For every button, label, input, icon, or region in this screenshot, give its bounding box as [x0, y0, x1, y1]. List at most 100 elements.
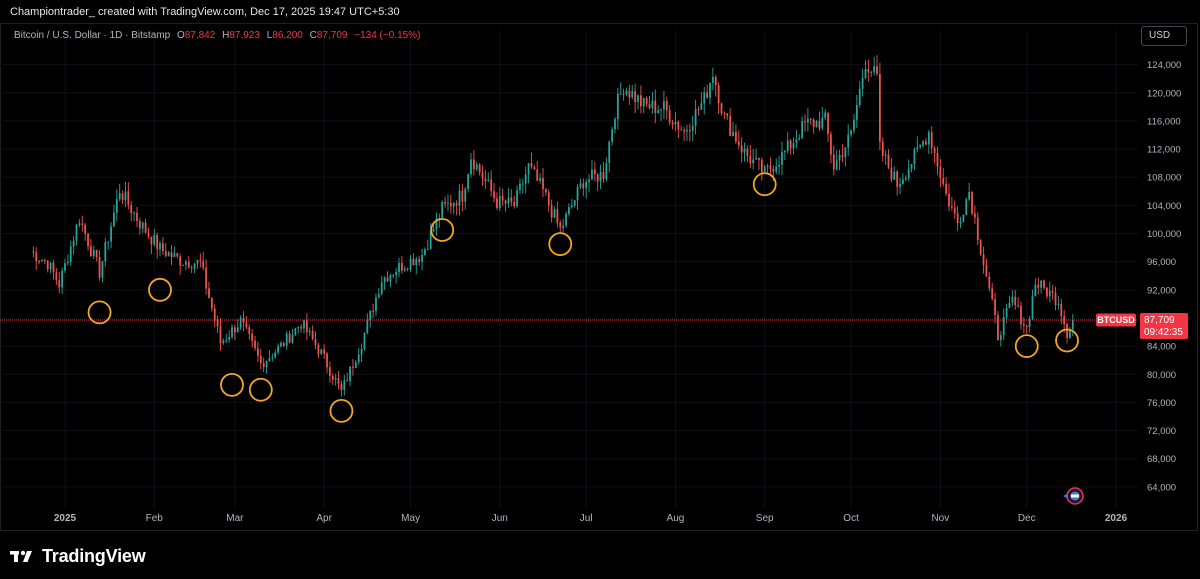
- candle: [887, 149, 890, 170]
- candle: [855, 94, 858, 128]
- candle: [890, 158, 893, 183]
- candle: [884, 150, 887, 165]
- price-tick-label: 72,000: [1147, 426, 1176, 437]
- candle: [807, 108, 809, 132]
- candle: [950, 196, 953, 211]
- support-marker: [148, 277, 172, 302]
- candle: [254, 336, 256, 351]
- support-marker: [1014, 334, 1039, 359]
- candle: [354, 360, 357, 369]
- candle: [573, 199, 576, 208]
- candle: [786, 132, 789, 154]
- candle: [982, 246, 985, 274]
- time-tick-label: Jul: [580, 513, 593, 524]
- candle: [965, 197, 968, 216]
- candle: [280, 341, 282, 348]
- price-tag: BTCUSD 87,709 09:42:35: [1096, 313, 1188, 340]
- candle: [300, 324, 303, 333]
- candle: [193, 262, 196, 274]
- last-price-tag: [1140, 313, 1188, 340]
- candle: [723, 111, 726, 120]
- candle: [386, 271, 389, 282]
- chart-panel[interactable]: [0, 23, 1198, 531]
- price-tick-label: 104,000: [1147, 201, 1181, 212]
- time-tick-label: Aug: [667, 513, 685, 524]
- candle: [527, 162, 530, 184]
- candle: [389, 273, 392, 288]
- candle: [1066, 322, 1068, 344]
- support-marker: [329, 398, 354, 423]
- candle: [352, 358, 354, 376]
- candle: [233, 324, 236, 341]
- candle: [87, 232, 89, 251]
- ticker-label: BTCUSD: [1097, 315, 1135, 325]
- candle: [850, 129, 852, 138]
- candle: [769, 157, 772, 177]
- candle: [798, 134, 801, 141]
- candle: [277, 343, 279, 355]
- candle: [1022, 317, 1025, 334]
- candle: [812, 117, 815, 134]
- candle: [763, 165, 766, 173]
- candle: [343, 374, 346, 396]
- candle: [714, 74, 717, 97]
- candle: [349, 366, 351, 387]
- candle: [288, 330, 291, 344]
- candle: [81, 215, 84, 232]
- candle: [412, 253, 415, 266]
- candle: [870, 70, 873, 78]
- candle: [827, 112, 829, 142]
- low-value: 86,200: [272, 30, 303, 41]
- candle: [92, 245, 95, 259]
- candle: [694, 99, 697, 135]
- candle: [930, 126, 933, 154]
- candle: [245, 316, 248, 330]
- candle: [406, 267, 409, 272]
- candle: [956, 206, 959, 231]
- candle: [282, 341, 285, 348]
- candle: [242, 310, 245, 332]
- candle: [536, 160, 539, 181]
- candle: [858, 81, 861, 108]
- currency-button[interactable]: USD: [1141, 26, 1187, 46]
- candle: [458, 184, 461, 216]
- candle: [43, 258, 46, 265]
- candle: [637, 94, 639, 110]
- candle: [1054, 286, 1057, 311]
- low-key: L: [266, 30, 273, 41]
- support-marker: [248, 377, 273, 402]
- candle: [262, 357, 265, 372]
- candle: [510, 189, 513, 207]
- candle: [179, 253, 182, 276]
- candle: [64, 258, 66, 274]
- candle: [329, 361, 331, 383]
- candle: [222, 338, 225, 345]
- candle: [424, 247, 426, 257]
- candle: [711, 67, 714, 91]
- flag-icon[interactable]: [1063, 487, 1084, 505]
- candle: [426, 239, 429, 251]
- candle: [821, 106, 824, 131]
- candle: [403, 265, 406, 272]
- candle: [835, 149, 838, 171]
- time-tick-label: 2025: [54, 513, 77, 524]
- candle: [182, 264, 184, 266]
- candle: [608, 140, 611, 173]
- candle: [107, 241, 110, 250]
- candle: [395, 268, 398, 284]
- candle: [910, 163, 913, 173]
- candle: [1025, 324, 1028, 334]
- support-marker: [220, 372, 244, 397]
- candle: [441, 200, 444, 220]
- candle: [907, 159, 910, 182]
- candle: [484, 170, 487, 189]
- candle: [593, 161, 596, 182]
- candle: [732, 121, 734, 137]
- candle: [991, 282, 994, 301]
- candle: [740, 137, 743, 163]
- candle: [490, 170, 493, 197]
- candle: [72, 236, 75, 255]
- candle: [533, 165, 536, 170]
- time-tick-label: Oct: [843, 513, 859, 524]
